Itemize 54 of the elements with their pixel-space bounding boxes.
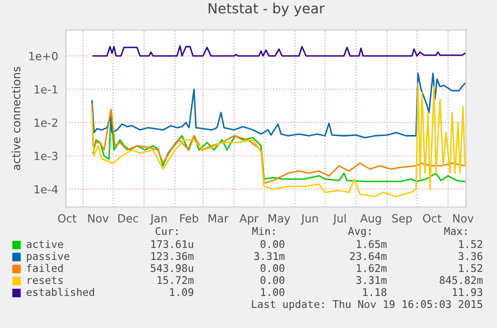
legend-label: active bbox=[26, 240, 64, 248]
text: 1.00 bbox=[261, 288, 284, 296]
y-tick-label: 1e-4 bbox=[34, 185, 58, 194]
text: 23.64m bbox=[350, 252, 387, 260]
text: 1.18 bbox=[363, 288, 386, 296]
line-series bbox=[92, 45, 466, 57]
text: 3.31m bbox=[356, 276, 387, 284]
x-tick-label: Apr bbox=[239, 214, 259, 225]
x-tick-label: Oct bbox=[58, 214, 76, 223]
y-tick-label: 1e-1 bbox=[34, 85, 58, 94]
y-tick-label: 1e+0 bbox=[29, 52, 58, 60]
text: 543.98u bbox=[150, 264, 194, 272]
x-tick-label: Feb bbox=[180, 214, 198, 223]
text: 1.62m bbox=[356, 264, 387, 272]
text: 123.36m bbox=[151, 252, 194, 260]
legend-label: passive bbox=[26, 252, 70, 262]
text: Last update: Thu Nov 19 16:05:03 2015 bbox=[252, 300, 482, 310]
text: 1.09 bbox=[170, 288, 194, 296]
text: 0.00 bbox=[260, 240, 284, 248]
line-series bbox=[91, 82, 466, 198]
text: Cur: bbox=[156, 227, 178, 236]
x-tick-label: Mar bbox=[208, 214, 228, 223]
x-tick-label: Aug bbox=[360, 214, 381, 225]
y-axis-title: active connections bbox=[12, 66, 20, 170]
legend-label: failed bbox=[26, 264, 63, 272]
x-tick-label: Sep bbox=[392, 214, 412, 225]
legend-label: resets bbox=[28, 276, 63, 284]
text: 173.61u bbox=[151, 240, 194, 248]
text: 845.82m bbox=[440, 276, 483, 284]
text: 3.36 bbox=[458, 252, 482, 260]
text: 0.00 bbox=[260, 264, 284, 272]
x-tick-label: Jan bbox=[150, 214, 167, 225]
chart-title: Netstat - by year bbox=[208, 2, 325, 16]
line-series bbox=[91, 72, 466, 138]
x-tick-label: Nov bbox=[88, 214, 109, 223]
x-tick-label: May bbox=[268, 214, 290, 225]
text: 1.52 bbox=[459, 240, 482, 248]
x-tick-label: Jun bbox=[300, 214, 318, 225]
text: 3.31m bbox=[254, 252, 285, 260]
text: 11.93 bbox=[452, 288, 482, 296]
text: 0.00 bbox=[260, 276, 284, 284]
x-tick-label: Oct bbox=[423, 214, 442, 223]
text: 15.72m bbox=[158, 276, 194, 284]
x-tick-label: Nov bbox=[453, 214, 474, 223]
text: Max: bbox=[444, 227, 466, 236]
text: Avg: bbox=[348, 227, 370, 238]
legend-label: established bbox=[26, 288, 94, 296]
x-tick-label: Jul bbox=[332, 214, 346, 225]
text: 1.52 bbox=[459, 264, 482, 272]
x-tick-label: Dec bbox=[118, 214, 138, 223]
y-tick-label: 1e-3 bbox=[34, 152, 58, 160]
text: 1.65m bbox=[356, 240, 387, 248]
text: Min: bbox=[252, 226, 274, 235]
y-tick-label: 1e-2 bbox=[34, 118, 58, 127]
